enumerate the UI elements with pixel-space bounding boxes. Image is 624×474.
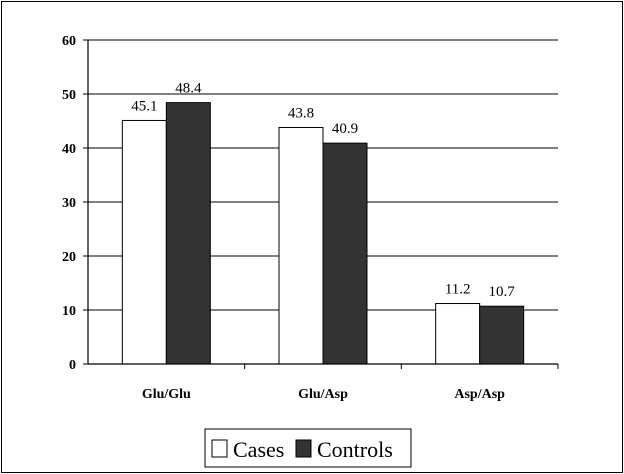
y-tick-label: 0 <box>69 358 76 373</box>
axis-layer <box>83 39 559 369</box>
data-label: 40.9 <box>332 121 358 137</box>
y-tick-label: 60 <box>62 34 76 49</box>
bar-cases <box>121 119 167 365</box>
data-label: 11.2 <box>445 282 471 298</box>
bar-cases <box>278 126 324 365</box>
bars-layer <box>121 102 525 365</box>
labels-layer: 0 10 20 30 40 50 60 45.1 48.4 Glu/Glu 43.8 40.9 Glu/… <box>62 34 515 402</box>
legend-swatch-cases <box>211 439 228 458</box>
data-label: 10.7 <box>489 284 516 300</box>
y-tick-label: 20 <box>62 250 76 265</box>
data-label: 43.8 <box>288 105 314 121</box>
x-tick-label: Glu/Glu <box>142 387 191 402</box>
y-tick-label: 30 <box>62 196 76 211</box>
bar-controls <box>165 102 211 365</box>
y-tick-label: 50 <box>62 88 76 103</box>
legend-label-controls: Controls <box>317 437 393 462</box>
bar-cases <box>435 303 481 365</box>
x-tick-label: Asp/Asp <box>454 387 505 402</box>
legend-label-cases: Cases <box>233 437 284 462</box>
x-tick-label: Glu/Asp <box>298 387 348 402</box>
legend: Cases Controls <box>204 428 412 468</box>
y-tick-label: 40 <box>62 142 76 157</box>
data-label: 45.1 <box>131 98 157 114</box>
bar-controls <box>479 305 525 365</box>
data-label: 48.4 <box>175 81 202 97</box>
legend-swatch-controls <box>295 439 312 458</box>
y-tick-label: 10 <box>62 304 76 319</box>
bar-controls <box>322 142 368 365</box>
